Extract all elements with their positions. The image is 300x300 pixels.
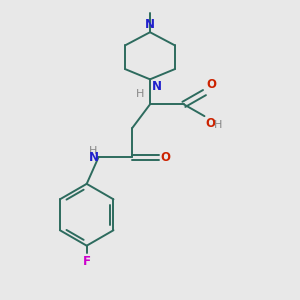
Text: N: N (89, 151, 99, 164)
Text: N: N (145, 18, 155, 31)
Text: H: H (136, 89, 145, 99)
Text: N: N (152, 80, 161, 93)
Text: O: O (206, 117, 216, 130)
Text: F: F (83, 255, 91, 268)
Text: H: H (88, 146, 97, 156)
Text: H: H (214, 120, 222, 130)
Text: O: O (160, 151, 170, 164)
Text: O: O (206, 78, 216, 92)
